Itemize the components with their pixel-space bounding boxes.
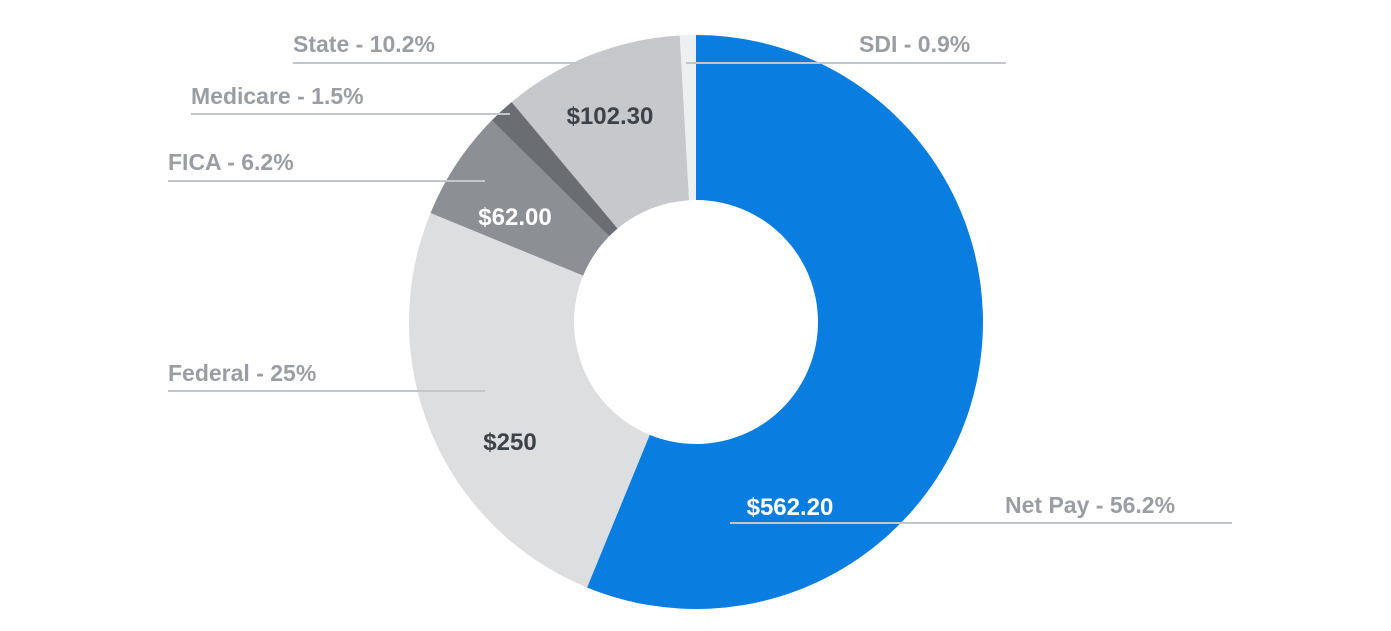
- slice-label-sdi: SDI - 0.9%: [859, 31, 970, 57]
- slice-state: [511, 35, 690, 229]
- slice-value-labels: $562.20 $250 $62.00 $102.30: [478, 103, 833, 521]
- slice-value-net-pay: $562.20: [747, 494, 834, 521]
- slice-fica: [430, 120, 610, 276]
- slice-label-net-pay: Net Pay - 56.2%: [1005, 492, 1175, 518]
- slice-label-state: State - 10.2%: [293, 31, 435, 57]
- slice-value-state: $102.30: [567, 103, 654, 130]
- slice-labels: Net Pay - 56.2% Federal - 25% FICA - 6.2% M…: [168, 31, 1175, 518]
- slice-label-medicare: Medicare - 1.5%: [191, 83, 364, 109]
- donut-slices: [408, 35, 983, 609]
- slice-value-fica: $62.00: [478, 204, 551, 231]
- slice-medicare: [491, 102, 618, 237]
- leader-lines: [168, 62, 1232, 524]
- slice-label-federal: Federal - 25%: [168, 360, 316, 386]
- slice-sdi: [679, 35, 696, 201]
- slice-net-pay: [587, 35, 983, 609]
- slice-value-federal: $250: [483, 429, 536, 456]
- slice-label-fica: FICA - 6.2%: [168, 149, 294, 175]
- slice-federal: [408, 213, 650, 588]
